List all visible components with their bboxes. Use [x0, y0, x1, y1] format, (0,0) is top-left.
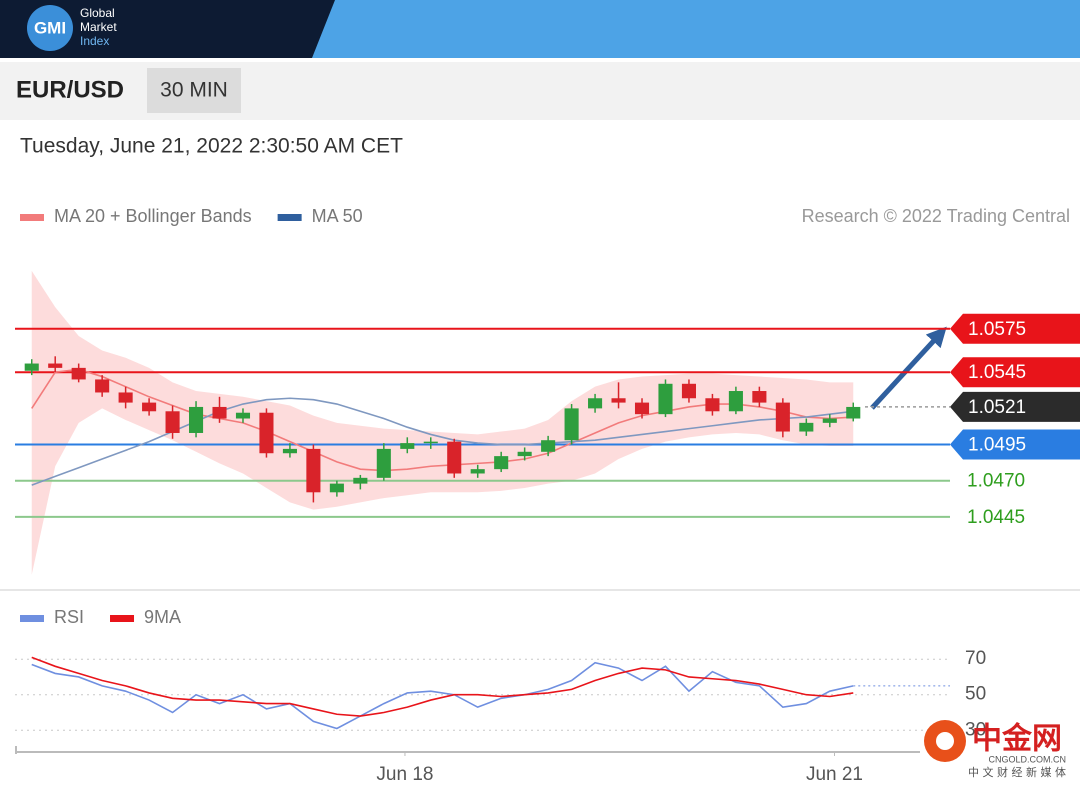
candle-body [165, 411, 180, 433]
candle-body [822, 418, 837, 423]
level-box [950, 357, 1080, 388]
candle-body [71, 367, 86, 380]
series-line [31, 656, 854, 717]
legend-label: RSI [54, 607, 84, 627]
candle-body [329, 483, 344, 493]
candle-body [376, 448, 391, 478]
candle-body [142, 402, 157, 412]
logo-circle[interactable] [27, 5, 73, 51]
logo[interactable]: GMI [34, 18, 66, 37]
symbol: EUR/USD [16, 76, 124, 103]
candle-body [400, 443, 415, 449]
forecast-arrow [870, 326, 947, 410]
candle-body [846, 406, 861, 419]
level-label: 1.0521 [968, 397, 1026, 418]
legend-swatch [20, 615, 44, 622]
interval-button[interactable] [147, 68, 241, 113]
legend-swatch [277, 214, 302, 221]
legend-label: 9MA [144, 607, 181, 627]
candle-body [634, 402, 650, 415]
candle-body [95, 379, 110, 393]
candle-body [588, 398, 603, 409]
candle-body [212, 406, 227, 419]
level-label: 1.0495 [968, 435, 1026, 456]
x-tick-label: Jun 18 [376, 764, 433, 785]
legend-label: MA 50 [312, 206, 363, 226]
candle-body [259, 412, 274, 454]
y-tick-label: 30 [965, 719, 986, 740]
legend-swatch [110, 615, 135, 622]
candle-body [658, 383, 673, 415]
watermark: 中金网 CNGOLD.COM.CN 中 文 财 经 新 媒 体 [924, 720, 1066, 779]
candle-body [517, 451, 532, 457]
interval[interactable]: 30 MIN [160, 79, 228, 102]
datetime: Tuesday, June 21, 2022 2:30:50 AM CET [20, 135, 403, 158]
level-box [950, 313, 1080, 344]
candle-body [752, 391, 767, 403]
brand-line: Index [80, 34, 109, 48]
series-line [31, 661, 854, 730]
level-label: 1.0545 [968, 362, 1026, 383]
candle-body [681, 383, 696, 399]
candle-body [306, 448, 321, 493]
candle-body [353, 477, 368, 484]
level-label: 1.0470 [967, 471, 1025, 492]
candle-body [447, 441, 462, 474]
ma-line [31, 397, 854, 486]
level-box [950, 429, 1080, 460]
x-tick-label: Jun 21 [806, 764, 863, 785]
header-brand-bg [0, 0, 335, 58]
candle-body [541, 440, 556, 452]
watermark-name: 中金网 [972, 722, 1062, 757]
candle-body [775, 402, 790, 432]
candle-body [705, 398, 720, 412]
credit: Research © 2022 Trading Central [802, 206, 1070, 226]
candle-body [235, 412, 251, 419]
level-box [950, 391, 1080, 422]
y-tick-label: 50 [965, 684, 986, 705]
candle-body [24, 363, 39, 371]
watermark-url: CNGOLD.COM.CN [988, 754, 1066, 764]
brand-line: Global [80, 6, 115, 20]
candle-body [189, 406, 204, 433]
brand-line: Market [80, 20, 117, 34]
legend-label: MA 20 + Bollinger Bands [54, 206, 252, 226]
candle-body [564, 408, 579, 441]
y-tick-label: 70 [965, 648, 986, 669]
watermark-tagline: 中 文 财 经 新 媒 体 [968, 765, 1066, 779]
candle-body [799, 422, 814, 432]
candle-body [118, 392, 133, 403]
watermark-logo-inner [936, 732, 954, 750]
candle-body [611, 398, 626, 403]
candle-body [470, 469, 485, 474]
candle-body [494, 456, 509, 470]
candle-body [48, 363, 63, 368]
level-label: 1.0575 [968, 319, 1026, 340]
candle-body [282, 448, 297, 454]
level-label: 1.0445 [967, 507, 1025, 528]
legend-swatch [20, 214, 44, 221]
candle-body [728, 391, 743, 412]
candle-body [423, 441, 438, 444]
